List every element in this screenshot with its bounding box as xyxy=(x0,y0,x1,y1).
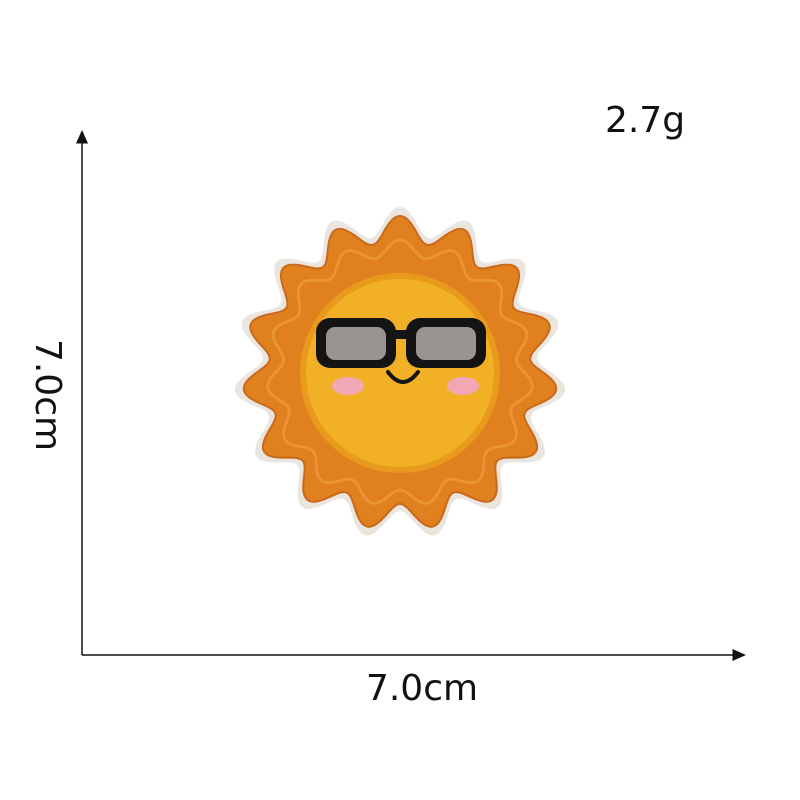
smile xyxy=(386,370,420,384)
sun-face xyxy=(306,279,494,467)
left-cheek xyxy=(332,377,364,395)
sun-rays-highlight xyxy=(266,238,534,505)
width-label: 7.0cm xyxy=(366,668,478,709)
right-cheek xyxy=(447,377,479,395)
sun-with-sunglasses-icon xyxy=(234,207,566,536)
sunglasses-icon xyxy=(316,318,486,368)
weight-label: 2.7g xyxy=(605,100,685,141)
height-label: 7.0cm xyxy=(27,339,68,451)
